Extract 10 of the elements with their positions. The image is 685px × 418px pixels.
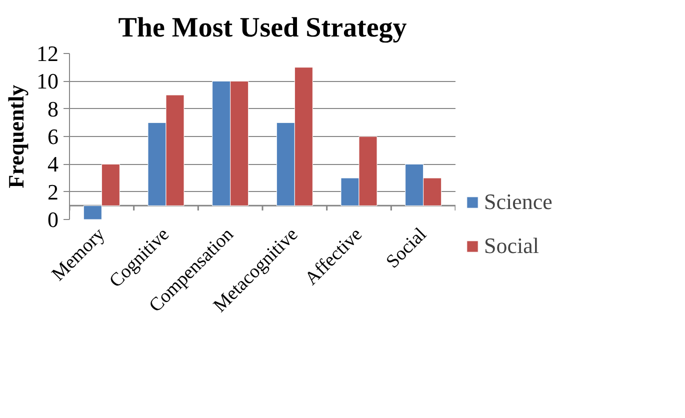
y-tick-label: 12 bbox=[36, 41, 58, 66]
y-tick-label: 6 bbox=[48, 124, 58, 149]
chart-title: The Most Used Strategy bbox=[118, 12, 407, 44]
y-tick-label: 2 bbox=[48, 179, 58, 204]
y-tick-label: 8 bbox=[48, 96, 58, 122]
y-tick-label: 0 bbox=[48, 207, 58, 232]
y-tick-label: 10 bbox=[36, 68, 58, 94]
y-tick-label: 4 bbox=[48, 152, 58, 177]
legend-label: Science bbox=[484, 189, 552, 215]
y-axis-title: Frequently bbox=[4, 84, 28, 188]
